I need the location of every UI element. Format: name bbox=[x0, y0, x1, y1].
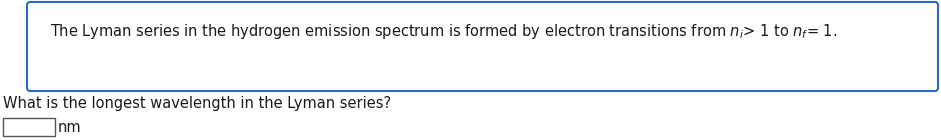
Bar bbox=[3, 118, 55, 136]
FancyBboxPatch shape bbox=[27, 2, 938, 91]
Text: What is the longest wavelength in the Lyman series?: What is the longest wavelength in the Ly… bbox=[3, 96, 391, 111]
Text: The Lyman series in the hydrogen emission spectrum is formed by electron transit: The Lyman series in the hydrogen emissio… bbox=[50, 22, 837, 41]
Text: nm: nm bbox=[58, 120, 82, 135]
